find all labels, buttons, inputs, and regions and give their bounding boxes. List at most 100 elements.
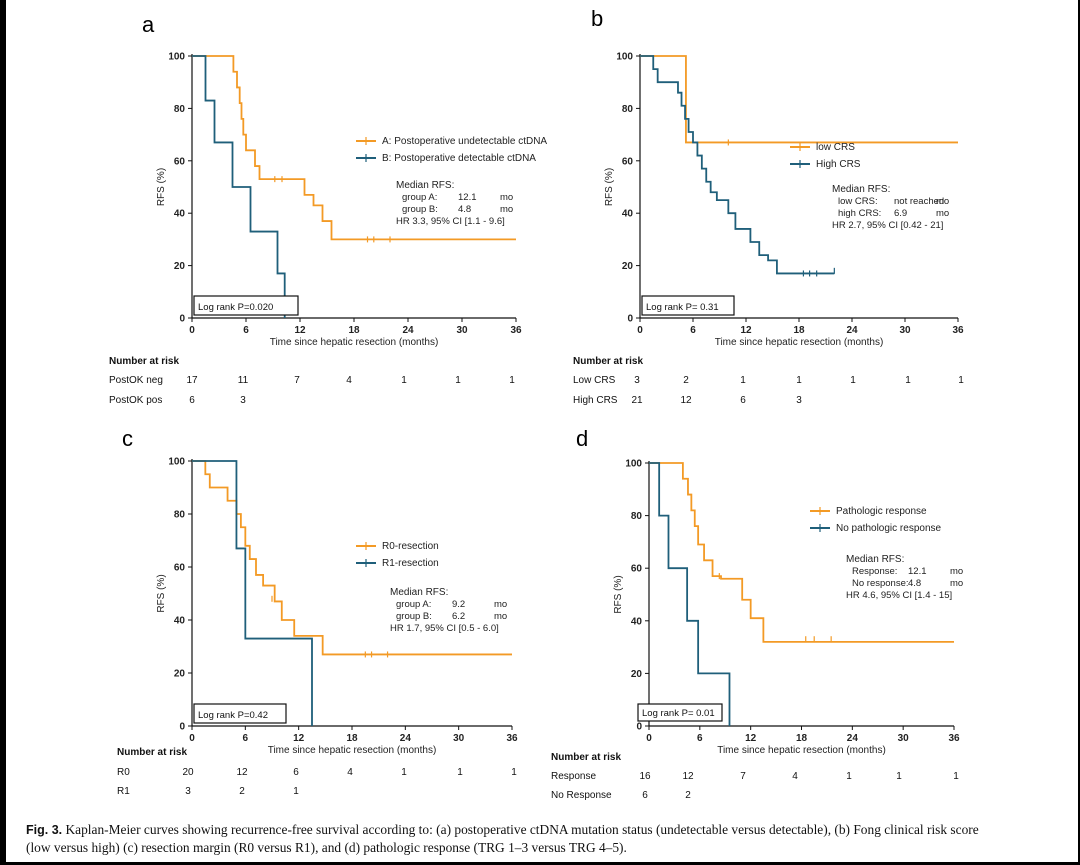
- y-tick-label: 80: [631, 511, 643, 522]
- logrank-box: [193, 295, 299, 316]
- x-tick-label: 12: [740, 325, 752, 336]
- y-tick-label: 60: [622, 156, 634, 167]
- figure-caption: Fig. 3. Kaplan-Meier curves showing recu…: [26, 821, 1071, 856]
- x-tick-label: 0: [646, 733, 652, 744]
- x-tick-label: 6: [697, 733, 703, 744]
- median-title: Median RFS:: [846, 554, 904, 565]
- risk-count: 7: [294, 375, 300, 386]
- median-row-unit: mo: [936, 208, 949, 219]
- legend-label: A: Postoperative undetectable ctDNA: [382, 136, 547, 147]
- risk-count: 6: [642, 790, 648, 801]
- y-axis-label: RFS (%): [613, 575, 624, 613]
- logrank-label: Log rank P=0.42: [198, 710, 268, 721]
- y-axis-label: RFS (%): [156, 168, 167, 206]
- legend-label: High CRS: [816, 159, 861, 170]
- risk-count: 1: [293, 786, 299, 797]
- risk-count: 1: [796, 375, 802, 386]
- risk-count: 1: [511, 767, 517, 778]
- y-tick-label: 20: [631, 669, 643, 680]
- risk-row-label: High CRS: [573, 395, 618, 406]
- x-tick-label: 6: [243, 733, 249, 744]
- x-tick-label: 30: [456, 325, 468, 336]
- series-line-teal: [192, 460, 313, 726]
- risk-count: 2: [239, 786, 245, 797]
- risk-count: 7: [740, 771, 746, 782]
- median-row-unit: mo: [494, 599, 507, 610]
- series-line-orange: [640, 55, 958, 144]
- risk-row-label: PostOK neg: [109, 375, 163, 386]
- y-axis-label: RFS (%): [604, 168, 615, 206]
- risk-count: 11: [238, 375, 249, 386]
- risk-title: Number at risk: [551, 752, 621, 763]
- logrank-box: [641, 295, 735, 316]
- figure-page: a 0 20 40 60 80 100 0 6 12 18 24 30 36 RFS (%) Time sin…: [6, 0, 1078, 862]
- x-tick-label: 6: [243, 325, 249, 336]
- legend-label: No pathologic response: [836, 523, 942, 534]
- panel-letter: a: [142, 12, 155, 37]
- series-line-teal: [640, 55, 835, 275]
- risk-count: 1: [455, 375, 461, 386]
- median-row-unit: mo: [500, 204, 513, 215]
- risk-count: 3: [634, 375, 640, 386]
- x-tick-label: 0: [189, 733, 195, 744]
- risk-title: Number at risk: [573, 356, 643, 367]
- series-line-teal: [192, 55, 286, 318]
- median-row-unit: mo: [500, 192, 513, 203]
- median-row-label: group B:: [402, 204, 438, 215]
- series-line-teal: [649, 462, 731, 726]
- risk-count: 3: [240, 395, 246, 406]
- x-tick-label: 36: [948, 733, 960, 744]
- median-row-label: high CRS:: [838, 208, 881, 219]
- panel-letter: c: [122, 426, 133, 451]
- y-tick-label: 80: [622, 104, 634, 115]
- x-tick-label: 36: [506, 733, 518, 744]
- x-tick-label: 18: [348, 325, 360, 336]
- risk-count: 3: [185, 786, 191, 797]
- risk-count: 1: [953, 771, 959, 782]
- x-tick-label: 12: [745, 733, 757, 744]
- y-tick-label: 80: [174, 104, 186, 115]
- y-tick-label: 0: [627, 314, 633, 325]
- y-tick-label: 60: [174, 156, 186, 167]
- median-row-value: 12.1: [458, 192, 477, 203]
- y-tick-label: 100: [168, 457, 185, 468]
- median-row-value: 4.8: [458, 204, 471, 215]
- y-tick-label: 40: [174, 616, 186, 627]
- y-tick-label: 20: [174, 669, 186, 680]
- risk-count: 1: [958, 375, 964, 386]
- legend-label: R1-resection: [382, 558, 439, 569]
- risk-count: 1: [850, 375, 856, 386]
- median-row-label: Response:: [852, 566, 897, 577]
- y-tick-label: 40: [631, 616, 643, 627]
- risk-count: 4: [792, 771, 798, 782]
- series-line-orange: [192, 55, 516, 241]
- median-row-unit: mo: [950, 578, 963, 589]
- median-row-label: group B:: [396, 611, 432, 622]
- x-tick-label: 24: [847, 733, 859, 744]
- x-tick-label: 0: [637, 325, 643, 336]
- median-row-value: 6.2: [452, 611, 465, 622]
- risk-count: 12: [680, 395, 692, 406]
- x-axis-label: Time since hepatic resection (months): [717, 745, 886, 756]
- y-tick-label: 60: [631, 564, 643, 575]
- risk-count: 4: [347, 767, 353, 778]
- x-tick-label: 18: [793, 325, 805, 336]
- y-tick-label: 100: [616, 52, 633, 63]
- legend-label: low CRS: [816, 142, 855, 153]
- y-tick-label: 100: [625, 459, 642, 470]
- y-tick-label: 40: [622, 209, 634, 220]
- y-tick-label: 20: [622, 261, 634, 272]
- x-tick-label: 36: [510, 325, 522, 336]
- caption-text-2: (low versus high) (c) resection margin (…: [26, 840, 627, 855]
- median-row-label: group A:: [402, 192, 437, 203]
- x-tick-label: 30: [899, 325, 911, 336]
- median-row-unit: mo: [950, 566, 963, 577]
- median-title: Median RFS:: [832, 184, 890, 195]
- median-row-value: 9.2: [452, 599, 465, 610]
- risk-count: 1: [905, 375, 911, 386]
- risk-count: 1: [740, 375, 746, 386]
- risk-count: 3: [796, 395, 802, 406]
